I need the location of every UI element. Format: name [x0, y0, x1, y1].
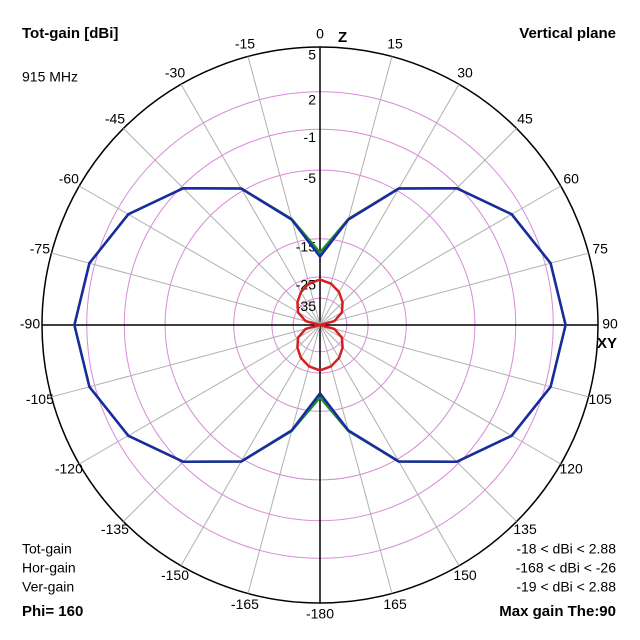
phi-label: Phi= 160	[22, 603, 83, 620]
angle-label: 150	[453, 567, 477, 583]
angle-label: 30	[457, 65, 473, 81]
r-tick-label: 5	[308, 47, 316, 63]
angle-label: -90	[20, 316, 40, 332]
z-axis-label: Z	[338, 29, 347, 46]
range-label: -168 < dBi < -26	[516, 560, 617, 576]
angle-label: 75	[592, 241, 608, 257]
chart-title: Tot-gain [dBi]	[22, 25, 118, 42]
angle-label: 105	[588, 391, 612, 407]
gain-curve	[73, 186, 567, 464]
r-tick-label: -25	[296, 277, 316, 293]
legend-label: Tot-gain	[22, 541, 72, 557]
angle-label: 120	[559, 461, 583, 477]
grid-spoke	[319, 56, 393, 326]
grid-spoke	[319, 185, 562, 326]
grid-spoke	[319, 324, 393, 594]
r-tick-label: -1	[304, 129, 317, 145]
grid-spoke	[247, 324, 321, 594]
angle-label: -135	[101, 521, 129, 537]
grid-spoke	[123, 324, 321, 522]
grid-spoke	[319, 324, 460, 567]
angle-label: 165	[383, 596, 407, 612]
grid-spoke	[180, 83, 321, 326]
angle-label: -60	[59, 171, 79, 187]
angle-label: -105	[26, 391, 54, 407]
angle-label: -75	[30, 241, 50, 257]
grid-spoke	[123, 128, 321, 326]
grid-spoke	[319, 83, 460, 326]
grid-spoke	[51, 324, 321, 398]
max-gain-label: Max gain The:90	[499, 603, 616, 620]
range-label: -19 < dBi < 2.88	[516, 579, 616, 595]
range-label: -18 < dBi < 2.88	[516, 541, 616, 557]
angle-label: -165	[231, 596, 259, 612]
xy-axis-label: XY	[597, 335, 617, 352]
grid-spoke	[180, 324, 321, 567]
frequency: 915 MHz	[22, 69, 78, 85]
angle-label: -30	[165, 65, 185, 81]
r-tick-label: -35	[296, 298, 316, 314]
angle-label: 90	[602, 316, 618, 332]
r-tick-label: 2	[308, 91, 316, 107]
angle-label: -180	[306, 606, 334, 622]
grid-spoke	[319, 324, 589, 398]
angle-label: 15	[387, 36, 403, 52]
r-tick-label: -5	[304, 170, 317, 186]
grid-spoke	[78, 185, 321, 326]
angle-label: 45	[517, 111, 533, 127]
angle-label: -120	[55, 461, 83, 477]
legend-label: Ver-gain	[22, 579, 74, 595]
angle-label: 60	[563, 171, 579, 187]
grid-spoke	[319, 128, 517, 326]
grid-spoke	[319, 324, 562, 465]
legend-label: Hor-gain	[22, 560, 76, 576]
angle-label: 0	[316, 26, 324, 42]
chart-subtitle: Vertical plane	[519, 25, 616, 42]
angle-label: -45	[105, 111, 125, 127]
grid-spoke	[319, 252, 589, 326]
grid-spoke	[247, 56, 321, 326]
gain-curve	[296, 278, 344, 372]
grid-spoke	[51, 252, 321, 326]
grid-spoke	[319, 324, 517, 522]
grid-spoke	[78, 324, 321, 465]
angle-label: -15	[235, 36, 255, 52]
angle-label: 135	[513, 521, 537, 537]
angle-label: -150	[161, 567, 189, 583]
